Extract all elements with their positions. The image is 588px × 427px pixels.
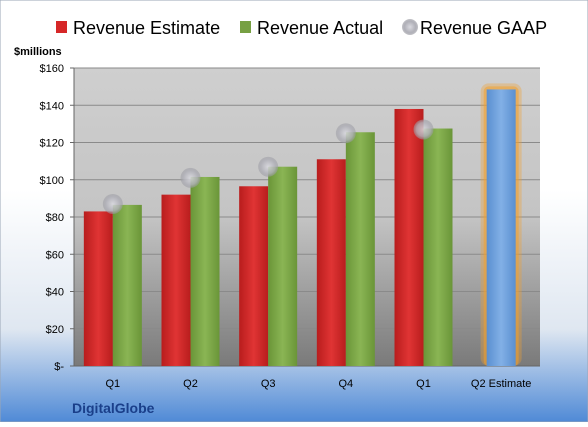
x-tick-label: Q3 <box>261 378 276 390</box>
legend-label: Revenue GAAP <box>420 18 547 38</box>
company-name: DigitalGlobe <box>72 400 155 416</box>
x-tick-label: Q4 <box>338 378 353 390</box>
y-tick-label: $20 <box>46 324 64 336</box>
marker-revenue-gaap <box>335 123 356 144</box>
legend-swatch-revenue-actual <box>240 21 251 33</box>
x-tick-label: Q1 <box>105 378 120 390</box>
y-tick-label: $80 <box>46 212 64 224</box>
y-tick-label: $120 <box>40 138 64 150</box>
y-tick-label: $60 <box>46 249 64 261</box>
y-tick-label: $100 <box>40 175 64 187</box>
bars <box>83 83 522 366</box>
legend-swatch-revenue-estimate <box>56 21 67 33</box>
bar-revenue-estimate <box>83 211 113 366</box>
legend-marker-revenue-gaap <box>402 19 418 35</box>
bar-revenue-estimate <box>239 186 269 366</box>
y-tick-label: $140 <box>40 100 64 112</box>
marker-revenue-gaap <box>258 156 279 177</box>
bar-revenue-estimate <box>394 108 424 366</box>
bar-revenue-estimate <box>161 194 191 366</box>
y-axis: $- $20 $40 $60 $80 $100 $120 $140 $160 <box>40 63 540 373</box>
bar-revenue-actual <box>345 132 375 366</box>
legend-label: Revenue Actual <box>257 18 383 38</box>
bar-revenue-estimate <box>316 159 346 366</box>
x-tick-label: Q2 <box>183 378 198 390</box>
gaap-markers <box>102 119 434 214</box>
y-axis-title: $millions <box>14 46 62 58</box>
bar-revenue-actual <box>423 128 453 366</box>
bar-revenue-actual <box>112 204 142 366</box>
bar-q2-estimate <box>486 89 516 366</box>
y-tick-label: $40 <box>46 287 64 299</box>
bar-revenue-actual <box>268 166 298 366</box>
x-axis: Q1 Q2 Q3 Q4 Q1 Q2 Estimate <box>105 378 531 390</box>
y-tick-label: $- <box>54 361 64 373</box>
marker-revenue-gaap <box>102 193 123 214</box>
legend-label: Revenue Estimate <box>73 18 220 38</box>
x-tick-label: Q1 <box>416 378 431 390</box>
legend: Revenue Estimate Revenue Actual Revenue GA… <box>56 18 547 38</box>
marker-revenue-gaap <box>413 119 434 140</box>
bar-revenue-actual <box>190 176 220 366</box>
marker-revenue-gaap <box>180 167 201 188</box>
y-tick-label: $160 <box>40 63 64 75</box>
x-tick-label: Q2 Estimate <box>471 378 532 390</box>
gridlines <box>74 67 540 330</box>
